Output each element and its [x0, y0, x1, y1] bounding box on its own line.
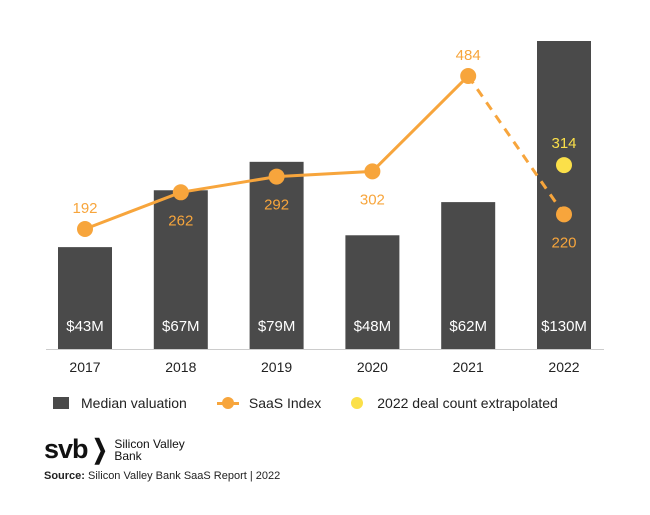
logo-line2: Bank	[114, 448, 142, 463]
bar-label: $48M	[354, 318, 392, 335]
saas-index-label: 262	[168, 212, 193, 229]
saas-index-label: 292	[264, 197, 289, 214]
x-tick-label: 2021	[453, 359, 484, 375]
bar-label: $43M	[66, 318, 104, 335]
saas-index-point	[460, 67, 477, 84]
legend-item-saas-index: SaaS Index	[216, 395, 322, 411]
logo-name: Silicon Valley Bank	[114, 438, 184, 462]
chevron-right-icon: ❯	[91, 434, 108, 464]
bar-label: $130M	[541, 318, 587, 335]
saas-index-point	[268, 168, 285, 185]
bar-2022	[537, 41, 591, 349]
svb-logo: svb ❯ Silicon Valley Bank	[44, 434, 185, 465]
legend-label: 2022 deal count extrapolated	[377, 395, 558, 411]
bar-label: $62M	[449, 318, 487, 335]
deal-count-label: 314	[551, 135, 576, 152]
saas-index-label: 484	[456, 47, 481, 64]
bar-2019	[249, 161, 304, 349]
bar-2020	[345, 235, 400, 349]
saas-index-point	[556, 206, 572, 223]
saas-index-point	[172, 184, 189, 201]
source-label: Source:	[44, 470, 85, 482]
saas-index-label: 192	[72, 200, 97, 217]
logo-line1: Silicon Valley	[114, 436, 185, 451]
saas-index-label: 302	[360, 191, 385, 208]
x-tick-label: 2017	[69, 359, 100, 375]
x-tick-label: 2020	[357, 359, 388, 375]
deal-count-point	[556, 157, 572, 174]
bar-label: $67M	[162, 318, 200, 335]
dot-swatch-icon	[351, 397, 364, 409]
x-tick-label: 2018	[165, 359, 196, 375]
bar-2021	[441, 202, 496, 349]
legend-item-median-valuation: Median valuation	[53, 395, 187, 411]
logo-mark: svb	[44, 434, 89, 464]
legend-item-deal-count: 2022 deal count extrapolated	[351, 395, 558, 411]
legend-label: Median valuation	[81, 395, 187, 411]
legend-label: SaaS Index	[248, 395, 322, 411]
x-tick-label: 2022	[548, 359, 579, 375]
bar-2018	[153, 190, 208, 349]
saas-index-label: 220	[551, 234, 576, 251]
saas-index-projection-line	[466, 75, 566, 216]
line-swatch-icon	[216, 397, 239, 409]
x-tick-label: 2019	[261, 359, 292, 375]
saas-index-point	[364, 163, 381, 180]
chart: $43M 2017 $67M 2018 $79M 2019 $48M 2020 $62M 2021…	[46, 41, 604, 375]
bar-swatch-icon	[53, 397, 69, 409]
bar-2017	[58, 247, 112, 349]
bar-label: $79M	[258, 318, 296, 335]
saas-index-point	[77, 220, 93, 237]
source-text: Silicon Valley Bank SaaS Report | 2022	[84, 470, 281, 482]
source-note: Source: Silicon Valley Bank SaaS Report …	[44, 470, 280, 482]
legend: Median valuation SaaS Index 2022 deal co…	[53, 395, 588, 411]
